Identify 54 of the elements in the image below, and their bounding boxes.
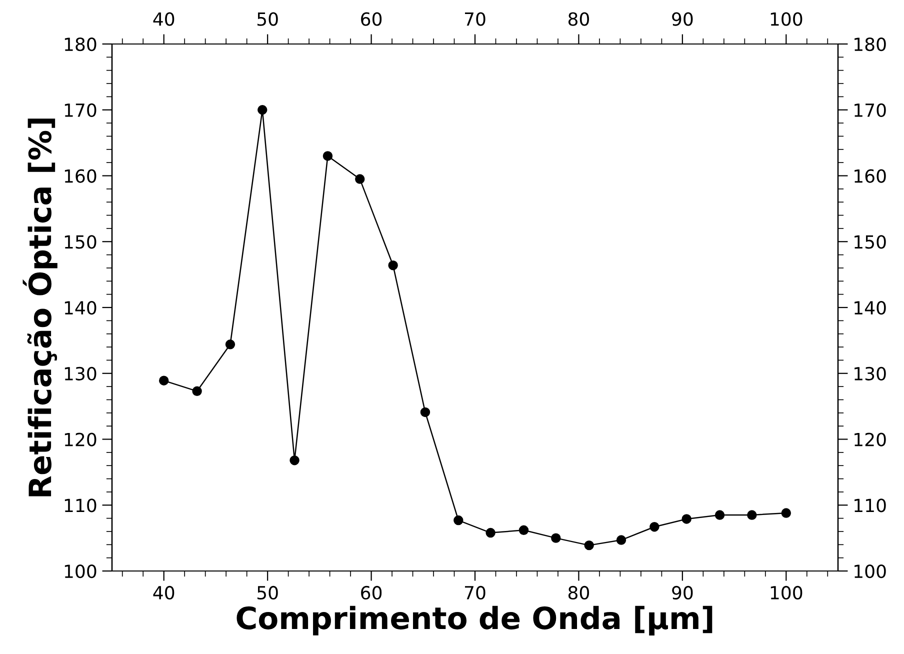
y-tick-label: 120: [64, 432, 96, 446]
y2-tick-label: 100: [854, 564, 886, 578]
point: [682, 514, 692, 524]
x2-tick-label: 50: [257, 12, 278, 26]
y-tick-label: 130: [64, 366, 96, 380]
point: [486, 528, 496, 538]
point: [454, 515, 464, 526]
y2-tick-label: 120: [854, 432, 886, 446]
y-tick-label: 160: [64, 169, 96, 183]
x2-tick-label: 40: [153, 12, 174, 26]
y2-tick-label: 150: [854, 235, 886, 249]
point: [322, 151, 333, 161]
y2-tick-label: 110: [854, 498, 886, 512]
y2-tick-label: 140: [854, 300, 886, 315]
point: [158, 376, 169, 386]
x-tick-label: 40: [153, 586, 174, 600]
y-tick-label: 100: [64, 564, 96, 578]
y2-tick-label: 180: [854, 37, 886, 52]
point: [616, 535, 626, 545]
y-tick-label: 170: [64, 103, 96, 117]
y2-tick-label: 170: [854, 103, 886, 117]
point: [290, 455, 300, 466]
y-tick-label: 180: [64, 37, 96, 52]
x-tick-label: 70: [464, 586, 486, 600]
y-tick-label: 150: [64, 235, 96, 249]
x2-tick-label: 60: [361, 12, 382, 26]
x-tick-label: 50: [257, 586, 278, 600]
x-tick-label: 100: [770, 586, 802, 600]
x-tick-label: 80: [568, 586, 590, 600]
x2-tick-label: 80: [568, 12, 590, 26]
y-tick-label: 110: [64, 498, 96, 512]
point: [747, 510, 757, 520]
point: [192, 386, 202, 396]
y2-tick-label: 130: [854, 366, 886, 380]
y2-tick-label: 160: [854, 169, 886, 183]
point: [420, 407, 430, 418]
point: [584, 540, 594, 550]
point: [518, 525, 529, 536]
point: [388, 260, 398, 270]
x-tick-label: 90: [672, 586, 693, 600]
point: [551, 533, 561, 543]
x-tick-label: 60: [361, 586, 382, 600]
point: [258, 105, 268, 115]
point: [650, 522, 660, 532]
x2-tick-label: 100: [770, 12, 802, 26]
point: [781, 508, 792, 518]
x2-tick-label: 90: [672, 12, 693, 26]
point: [714, 510, 725, 520]
point: [355, 174, 365, 184]
point: [225, 340, 236, 350]
x2-tick-label: 70: [464, 12, 486, 26]
x-axis-title: Comprimento de Onda [µm]: [236, 606, 712, 636]
y-tick-label: 140: [64, 300, 96, 315]
y-axis-title: Retificação Óptica [%]: [22, 118, 58, 496]
